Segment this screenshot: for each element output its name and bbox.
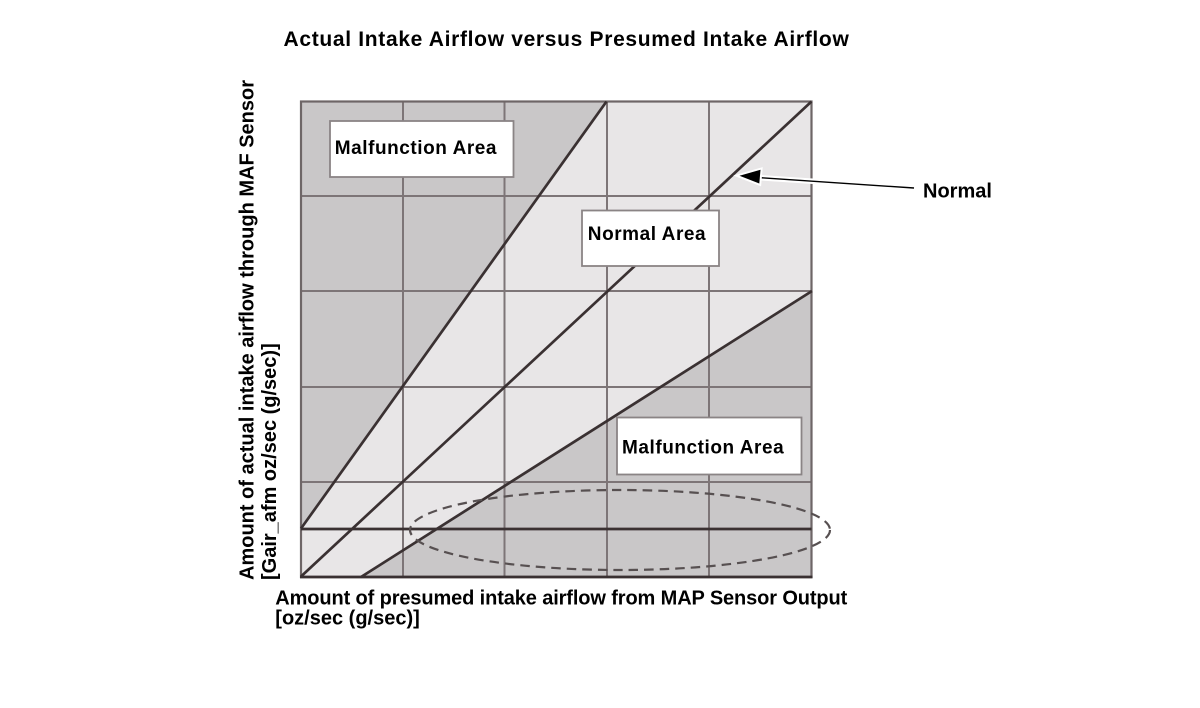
svg-text:Malfunction Area: Malfunction Area <box>622 437 784 458</box>
svg-text:Amount of actual intake airflo: Amount of actual intake airflow through … <box>237 80 259 580</box>
svg-text:Amount of presumed intake airf: Amount of presumed intake airflow from M… <box>275 587 847 609</box>
svg-text:[Gair_afm oz/sec (g/sec)]: [Gair_afm oz/sec (g/sec)] <box>259 343 281 580</box>
svg-text:[oz/sec (g/sec)]: [oz/sec (g/sec)] <box>275 607 419 629</box>
svg-text:Malfunction Area: Malfunction Area <box>335 138 497 159</box>
svg-text:Normal Area: Normal Area <box>588 224 706 245</box>
svg-text:Normal: Normal <box>923 180 992 202</box>
svg-text:Actual Intake Airflow versus P: Actual Intake Airflow versus Presumed In… <box>284 28 850 51</box>
